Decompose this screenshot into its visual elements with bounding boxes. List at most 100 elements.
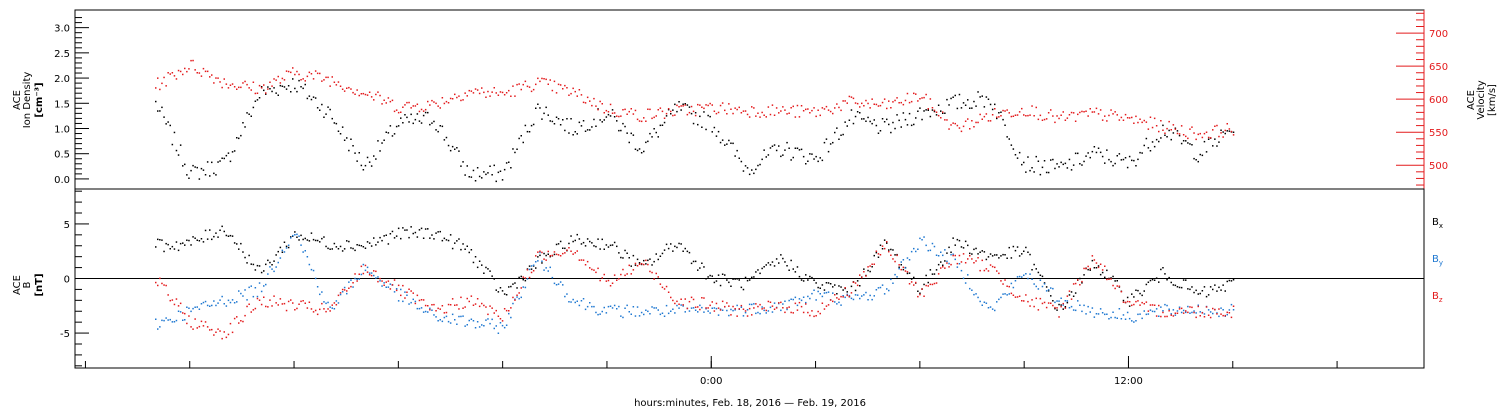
bz-point	[682, 304, 684, 306]
bz-point	[1182, 312, 1185, 314]
bz-point	[250, 311, 252, 313]
bz-point	[283, 302, 286, 305]
velocity-point	[917, 100, 919, 102]
bx-point	[1228, 279, 1231, 282]
bz-point	[389, 288, 392, 290]
bz-point	[1035, 297, 1037, 300]
by-point	[194, 306, 196, 308]
density-point	[435, 129, 437, 131]
velocity-point	[520, 88, 522, 91]
velocity-point	[732, 112, 734, 115]
velocity-point	[551, 89, 554, 92]
bx-point	[460, 248, 462, 251]
bx-point	[923, 283, 925, 286]
by-point	[265, 283, 267, 286]
by-point	[832, 292, 834, 294]
velocity-point	[742, 110, 745, 112]
density-point	[555, 116, 558, 118]
bx-point	[314, 239, 317, 242]
density-point	[290, 91, 292, 93]
bz-point	[206, 326, 209, 328]
bz-point	[942, 266, 944, 268]
bz-point	[433, 303, 435, 306]
velocity-point	[321, 80, 323, 82]
by-point	[1000, 296, 1002, 299]
bz-point	[1128, 301, 1131, 303]
bz-point	[792, 312, 794, 314]
bz-point	[1180, 307, 1183, 310]
by-point	[304, 250, 306, 252]
velocity-point	[661, 110, 664, 113]
velocity-point	[775, 107, 778, 109]
by-point	[942, 254, 944, 257]
density-point	[832, 141, 834, 144]
velocity-point	[1089, 108, 1091, 110]
bz-point	[883, 247, 886, 250]
density-point	[829, 143, 832, 145]
bz-point	[265, 305, 267, 308]
density-point	[798, 149, 801, 151]
bz-point	[553, 251, 556, 253]
density-point	[796, 147, 799, 149]
by-point	[1002, 293, 1004, 295]
bz-point	[161, 282, 163, 285]
by-point	[989, 306, 992, 308]
bx-point	[447, 239, 450, 242]
bz-point	[373, 270, 375, 272]
by-point	[366, 266, 369, 269]
bz-point	[751, 314, 753, 316]
bz-point	[759, 303, 761, 306]
bx-point	[427, 228, 429, 230]
velocity-point	[1155, 125, 1158, 127]
by-point	[364, 269, 367, 272]
by-point	[1101, 312, 1104, 314]
by-point	[815, 299, 817, 301]
by-point	[929, 249, 932, 252]
bz-point	[352, 282, 354, 284]
bx-point	[350, 247, 352, 249]
density-point	[287, 85, 290, 87]
bx-point	[1074, 292, 1077, 294]
by-point	[786, 308, 788, 311]
bz-point	[491, 307, 493, 309]
bz-point	[198, 325, 201, 328]
bz-point	[260, 303, 263, 306]
by-point	[1014, 280, 1017, 282]
velocity-point	[260, 87, 263, 89]
bz-point	[406, 291, 408, 293]
by-point	[260, 290, 263, 293]
velocity-point	[418, 110, 421, 113]
density-point	[1118, 153, 1121, 155]
bz-point	[856, 284, 859, 287]
by-point	[238, 290, 240, 292]
density-point	[277, 94, 279, 96]
bx-point	[1224, 290, 1226, 292]
bz-point	[757, 305, 759, 308]
bx-point	[346, 240, 348, 242]
by-point	[593, 305, 595, 308]
bx-point	[871, 266, 873, 268]
density-point	[1000, 111, 1002, 113]
bx-point	[1158, 281, 1160, 283]
bx-point	[910, 278, 913, 280]
density-point	[647, 140, 649, 143]
bx-point	[827, 282, 830, 284]
by-point	[553, 282, 556, 285]
velocity-point	[969, 128, 971, 130]
bz-point	[771, 305, 774, 307]
velocity-point	[983, 115, 986, 118]
by-point	[503, 326, 506, 329]
by-point	[1160, 306, 1162, 308]
bx-point	[751, 276, 753, 279]
bz-point	[1166, 315, 1168, 318]
by-point	[1039, 279, 1042, 281]
density-point	[863, 118, 865, 120]
density-point	[431, 122, 433, 124]
bz-point	[863, 271, 865, 273]
by-point	[547, 270, 549, 272]
bz-point	[829, 299, 832, 301]
density-point	[229, 160, 232, 163]
density-point	[767, 154, 770, 156]
velocity-point	[852, 97, 855, 100]
bz-point	[902, 266, 905, 269]
